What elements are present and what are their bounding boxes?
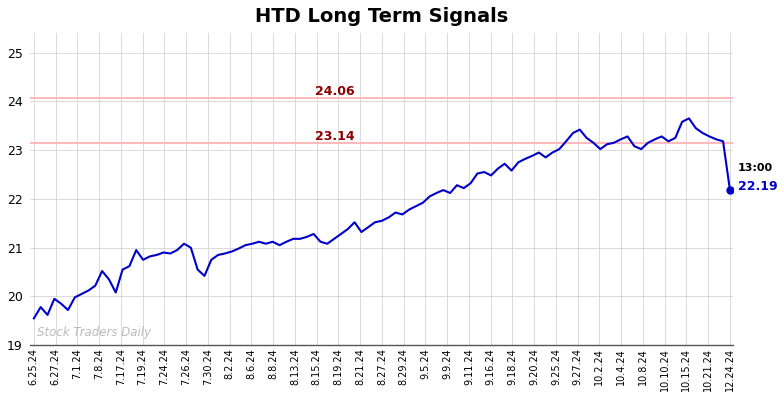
Text: 23.14: 23.14: [315, 130, 354, 143]
Text: 24.06: 24.06: [315, 85, 354, 98]
Title: HTD Long Term Signals: HTD Long Term Signals: [256, 7, 509, 26]
Text: 13:00: 13:00: [738, 163, 773, 173]
Text: Stock Traders Daily: Stock Traders Daily: [38, 326, 151, 339]
Text: 22.19: 22.19: [738, 179, 778, 193]
